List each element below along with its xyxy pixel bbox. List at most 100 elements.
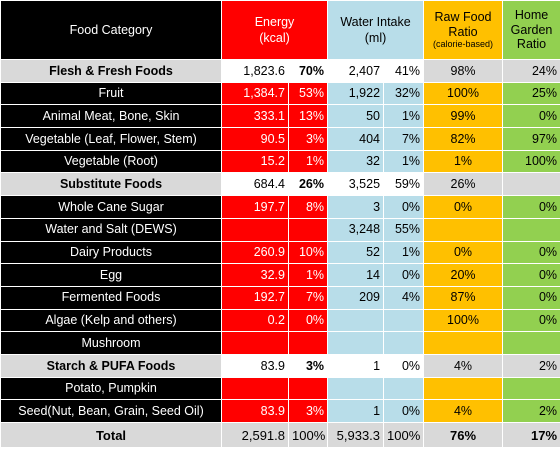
header-home-garden-ratio: Home Garden Ratio xyxy=(502,0,560,60)
raw-food-ratio: 20% xyxy=(423,263,504,287)
home-garden-ratio xyxy=(502,331,560,355)
home-garden-ratio: 100% xyxy=(502,149,560,174)
energy-percent: 26% xyxy=(287,172,329,197)
category-name: Dairy Products xyxy=(0,240,222,265)
category-name: Seed(Nut, Bean, Grain, Seed Oil) xyxy=(0,399,222,423)
water-value: 52 xyxy=(327,240,385,265)
home-garden-ratio: 0% xyxy=(502,195,560,219)
water-percent xyxy=(383,308,425,333)
home-garden-ratio xyxy=(502,172,560,197)
group-name: Starch & PUFA Foods xyxy=(0,353,222,378)
energy-percent: 7% xyxy=(287,285,329,310)
energy-value: 32.9 xyxy=(221,263,289,287)
category-name: Animal Meat, Bone, Skin xyxy=(0,104,222,129)
energy-percent: 53% xyxy=(287,81,329,106)
table-row: Mushroom xyxy=(0,331,560,355)
energy-value: 1,384.7 xyxy=(221,81,289,106)
water-value: 50 xyxy=(327,104,385,129)
water-percent: 1% xyxy=(383,104,425,129)
raw-food-ratio: 87% xyxy=(423,285,504,310)
table-row: Vegetable (Leaf, Flower, Stem) 90.5 3% 404 7… xyxy=(0,127,560,151)
energy-value: 260.9 xyxy=(221,240,289,265)
energy-value xyxy=(221,331,289,355)
table-row: Seed(Nut, Bean, Grain, Seed Oil) 83.9 3% 1 0… xyxy=(0,399,560,423)
water-percent: 55% xyxy=(383,217,425,242)
energy-percent xyxy=(287,376,329,401)
water-percent: 1% xyxy=(383,240,425,265)
water-value: 209 xyxy=(327,285,385,310)
category-name: Fruit xyxy=(0,81,222,106)
header-energy: Energy (kcal) xyxy=(220,0,329,60)
header-food-category: Food Category xyxy=(0,0,222,60)
water-percent: 32% xyxy=(383,81,425,106)
total-water-percent: 100% xyxy=(383,422,425,448)
group-row: Substitute Foods 684.4 26% 3,525 59% 26% xyxy=(0,172,560,197)
water-value: 1,922 xyxy=(327,81,385,106)
energy-percent: 0% xyxy=(287,308,329,333)
energy-value: 197.7 xyxy=(221,195,289,219)
water-percent: 0% xyxy=(383,353,425,378)
energy-value: 15.2 xyxy=(221,149,289,174)
raw-food-ratio xyxy=(423,376,504,401)
energy-value: 83.9 xyxy=(221,353,289,378)
group-name: Flesh & Fresh Foods xyxy=(0,59,222,83)
raw-food-ratio: 82% xyxy=(423,127,504,151)
home-garden-ratio: 0% xyxy=(502,285,560,310)
total-label: Total xyxy=(0,422,222,448)
water-value xyxy=(327,376,385,401)
home-garden-ratio: 0% xyxy=(502,240,560,265)
water-value: 1 xyxy=(327,399,385,423)
water-value: 404 xyxy=(327,127,385,151)
water-value: 3 xyxy=(327,195,385,219)
water-percent: 7% xyxy=(383,127,425,151)
energy-percent: 1% xyxy=(287,263,329,287)
water-percent xyxy=(383,331,425,355)
total-energy: 2,591.8 xyxy=(221,422,289,448)
energy-percent: 13% xyxy=(287,104,329,129)
water-percent: 0% xyxy=(383,263,425,287)
home-garden-ratio: 0% xyxy=(502,263,560,287)
raw-food-ratio: 100% xyxy=(423,81,504,106)
group-row: Flesh & Fresh Foods 1,823.6 70% 2,407 41% 98%… xyxy=(0,59,560,83)
energy-value xyxy=(221,376,289,401)
energy-percent: 70% xyxy=(287,59,329,83)
energy-percent: 3% xyxy=(287,353,329,378)
home-garden-ratio: 24% xyxy=(502,59,560,83)
table-row: Fruit 1,384.7 53% 1,922 32% 100% 25% xyxy=(0,81,560,106)
raw-food-ratio: 4% xyxy=(423,399,504,423)
total-raw-food-ratio: 76% xyxy=(423,422,504,448)
energy-value: 684.4 xyxy=(221,172,289,197)
total-home-garden-ratio: 17% xyxy=(502,422,560,448)
raw-food-ratio: 100% xyxy=(423,308,504,333)
group-name: Substitute Foods xyxy=(0,172,222,197)
total-water: 5,933.3 xyxy=(327,422,385,448)
water-value: 32 xyxy=(327,149,385,174)
raw-food-ratio: 98% xyxy=(423,59,504,83)
table-row: Whole Cane Sugar 197.7 8% 3 0% 0% 0% xyxy=(0,195,560,219)
energy-value: 90.5 xyxy=(221,127,289,151)
water-percent xyxy=(383,376,425,401)
water-value xyxy=(327,308,385,333)
category-name: Egg xyxy=(0,263,222,287)
energy-percent: 8% xyxy=(287,195,329,219)
raw-food-ratio xyxy=(423,331,504,355)
energy-value xyxy=(221,217,289,242)
raw-food-ratio: 4% xyxy=(423,353,504,378)
total-row: Total 2,591.8 100% 5,933.3 100% 76% 17% xyxy=(0,422,560,448)
energy-value: 192.7 xyxy=(221,285,289,310)
home-garden-ratio: 2% xyxy=(502,353,560,378)
energy-percent: 10% xyxy=(287,240,329,265)
table-row: Egg 32.9 1% 14 0% 20% 0% xyxy=(0,263,560,287)
raw-food-ratio xyxy=(423,217,504,242)
category-name: Mushroom xyxy=(0,331,222,355)
energy-percent: 1% xyxy=(287,149,329,174)
energy-value: 83.9 xyxy=(221,399,289,423)
total-energy-percent: 100% xyxy=(287,422,329,448)
raw-food-ratio: 26% xyxy=(423,172,504,197)
table-row: Water and Salt (DEWS) 3,248 55% xyxy=(0,217,560,242)
raw-food-ratio: 0% xyxy=(423,240,504,265)
category-name: Vegetable (Root) xyxy=(0,149,222,174)
water-percent: 1% xyxy=(383,149,425,174)
table-row: Potato, Pumpkin xyxy=(0,376,560,401)
header-row: Food Category Energy (kcal) Water Intake… xyxy=(0,0,560,60)
